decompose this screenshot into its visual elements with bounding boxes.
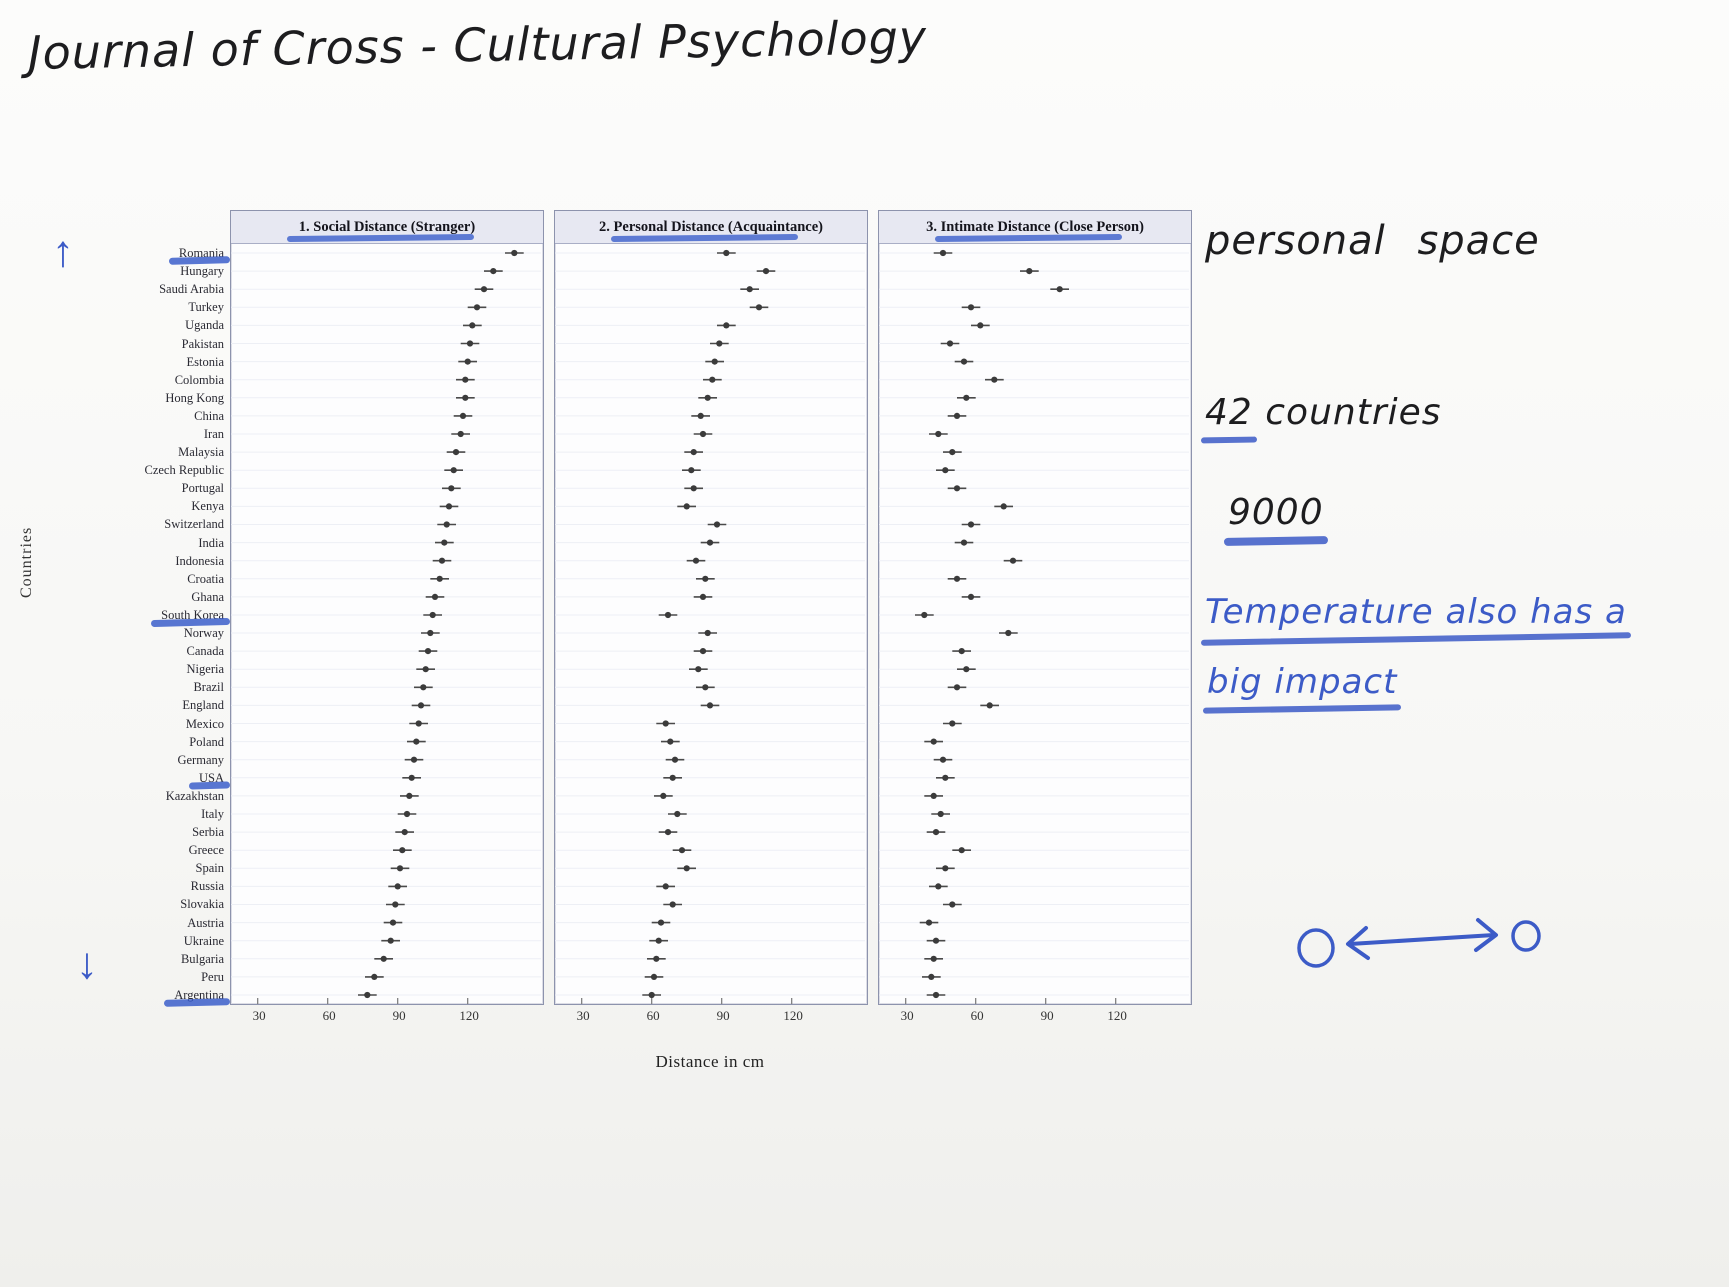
country-label: Iran	[203, 427, 224, 441]
country-label: South Korea	[161, 607, 224, 622]
right-person-circle	[1511, 920, 1541, 952]
panel-social-title-text: 1. Social Distance (Stranger)	[298, 219, 476, 235]
x-tick-label: 90	[1040, 1008, 1054, 1023]
note-temperature-line2-text: big impact	[1207, 662, 1398, 702]
country-label: Slovakia	[180, 897, 224, 912]
panel-intimate-distance: 3. Intimate Distance (Close Person) 30 60…	[878, 210, 1192, 1023]
x-ticks-intimate: 30 60 90 120	[879, 1008, 1191, 1030]
country-label: Estonia	[186, 354, 225, 369]
country-label: Switzerland	[164, 517, 224, 532]
country-label: China	[194, 408, 224, 423]
x-tick-label: 30	[900, 1008, 914, 1023]
country-label: Nigeria	[186, 662, 224, 677]
x-tick-label: 60	[970, 1008, 984, 1023]
blue-scribble	[287, 234, 475, 242]
x-tick-label: 60	[322, 1008, 336, 1023]
y-axis-title: Countries	[18, 526, 35, 598]
blue-scribble	[611, 234, 799, 242]
x-tick-label: 60	[646, 1008, 660, 1023]
country-label: Pakistan	[181, 336, 224, 351]
panel-personal-distance: 2. Personal Distance (Acquaintance) 30 60…	[554, 210, 868, 1023]
country-label: Czech Republic	[144, 463, 225, 478]
country-label: Greece	[188, 843, 224, 858]
country-label: Poland	[189, 734, 224, 749]
chart-panels-row: 1. Social Distance (Stranger) 30 60 90 120 …	[230, 210, 1192, 1023]
country-labels-column: Romania Hungary Saudi Arabia Turkey Uganda Pa…	[58, 244, 226, 1004]
country-label: Spain	[195, 861, 224, 876]
country-label: Italy	[201, 807, 224, 821]
note-temperature-line1: Temperature also has a	[1205, 592, 1627, 632]
panel-social-distance: 1. Social Distance (Stranger) 30 60 90 120	[230, 210, 544, 1023]
down-arrow-icon: ↓	[76, 939, 98, 988]
panel-intimate-title-text: 3. Intimate Distance (Close Person)	[926, 219, 1144, 235]
panel-intimate-title: 3. Intimate Distance (Close Person)	[879, 211, 1191, 244]
country-label: Ukraine	[183, 933, 224, 948]
country-label: USA	[198, 770, 224, 785]
x-tick-label: 30	[576, 1008, 590, 1023]
double-arrow-shaft	[1349, 933, 1495, 946]
page-title: Journal of Cross - Cultural Psychology	[27, 10, 928, 80]
country-label: Kazakhstan	[165, 788, 224, 803]
country-label: Colombia	[174, 372, 224, 387]
dot-plot-intimate	[879, 249, 1189, 1004]
note-temperature-line1-text: Temperature also has a	[1205, 592, 1627, 632]
dot-plot-personal	[555, 249, 865, 1004]
country-label: Turkey	[188, 300, 224, 315]
country-label: Austria	[187, 915, 224, 930]
x-tick-label: 30	[252, 1008, 266, 1023]
note-42-number: 42	[1205, 392, 1253, 433]
x-tick-label: 90	[392, 1008, 406, 1023]
note-countries-word: countries	[1265, 392, 1442, 433]
country-label: Hong Kong	[165, 390, 224, 405]
country-label: Germany	[177, 752, 224, 767]
dot-plot-social	[231, 249, 541, 1004]
country-label: Argentina	[174, 987, 224, 1002]
note-temperature-line2: big impact	[1207, 662, 1397, 702]
panel-personal-title-text: 2. Personal Distance (Acquaintance)	[599, 219, 823, 235]
country-label: Canada	[186, 644, 224, 659]
x-tick-label: 90	[716, 1008, 730, 1023]
country-label: Peru	[201, 969, 224, 984]
country-label: Indonesia	[175, 553, 224, 568]
country-label: Romania	[178, 246, 224, 261]
country-label: India	[198, 535, 224, 550]
country-label: Mexico	[185, 716, 224, 731]
country-label: Portugal	[181, 481, 224, 496]
panel-personal-title: 2. Personal Distance (Acquaintance)	[555, 211, 867, 244]
country-label: Norway	[183, 626, 224, 641]
x-axis-title: Distance in cm	[655, 1052, 765, 1071]
left-person-circle	[1297, 928, 1335, 968]
country-label: England	[182, 698, 224, 713]
country-label: Kenya	[191, 499, 224, 514]
country-label: Serbia	[192, 825, 224, 840]
up-arrow-icon: ↑	[52, 227, 74, 276]
country-label: Russia	[190, 879, 224, 894]
country-label: Malaysia	[178, 445, 224, 460]
country-label: Ghana	[191, 589, 224, 604]
country-label: Hungary	[180, 264, 224, 279]
country-label: Saudi Arabia	[159, 282, 224, 297]
x-tick-label: 120	[1107, 1008, 1127, 1023]
note-9000: 9000	[1228, 492, 1324, 533]
x-ticks-social: 30 60 90 120	[231, 1008, 543, 1030]
country-label: Brazil	[193, 680, 224, 695]
country-label: Croatia	[187, 571, 224, 586]
blue-scribble	[935, 234, 1123, 242]
arrowhead-left	[1346, 926, 1370, 960]
x-ticks-personal: 30 60 90 120	[555, 1008, 867, 1030]
panel-social-title: 1. Social Distance (Stranger)	[231, 211, 543, 244]
x-tick-label: 120	[459, 1008, 479, 1023]
arrowhead-right	[1474, 918, 1498, 952]
personal-space-doodle	[1297, 918, 1541, 968]
note-personal-space: personal space	[1205, 218, 1540, 264]
x-tick-label: 120	[783, 1008, 803, 1023]
note-9000-number: 9000	[1228, 492, 1324, 533]
country-label: Bulgaria	[180, 951, 224, 966]
country-label: Uganda	[185, 318, 224, 333]
note-42-countries: 42 countries	[1205, 392, 1442, 433]
